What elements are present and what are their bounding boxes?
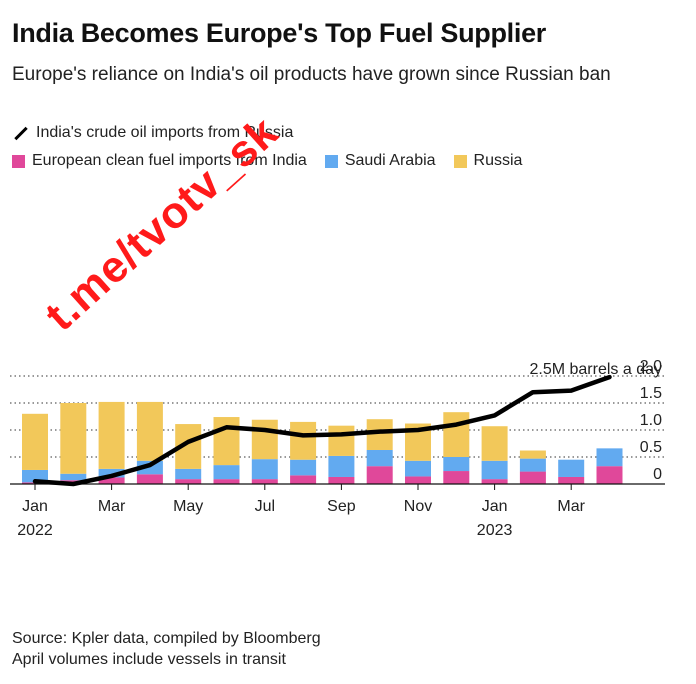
bar-india [251,479,278,484]
bar-russia [251,419,278,460]
legend-label-line: India's crude oil imports from Russia [36,124,294,141]
bar-russia [136,401,163,461]
legend-label-russia: Russia [473,152,523,169]
line-series-india-crude [32,374,612,487]
bar-russia [519,450,546,459]
bar-saudi [22,469,48,483]
bar-saudi [251,459,278,480]
bar-india [519,471,546,484]
bar-russia [60,403,87,474]
bar-russia [481,426,508,461]
y-tick-label: 2.0 [640,358,662,375]
bar-saudi [328,455,355,477]
bar-india [290,475,317,484]
bar-saudi [481,460,508,480]
bar-saudi [136,460,163,475]
bar-saudi [558,459,585,477]
bar-russia [328,425,355,456]
saudi-swatch-icon [324,154,338,168]
bar-russia [98,401,125,469]
x-tick-label: Jan [22,498,48,515]
bar-saudi [366,449,393,467]
bar-india [328,476,355,484]
legend-row-2: European clean fuel imports from India S… [12,152,540,170]
legend-item-line: India's crude oil imports from Russia [12,124,293,142]
y-unit-label: 2.5M barrels a day [529,361,662,378]
legend-item-saudi: Saudi Arabia [324,152,436,170]
source-line-1: Source: Kpler data, compiled by Bloomber… [12,630,321,647]
bar-india [175,479,202,484]
legend-row-1: India's crude oil imports from Russia [12,124,311,142]
bar-india [136,474,163,484]
bar-saudi [519,458,546,472]
y-tick-label: 0.5 [640,439,662,456]
chart-title: India Becomes Europe's Top Fuel Supplier [12,18,547,48]
x-tick-label: May [173,498,203,515]
x-tick-label: Nov [404,498,432,515]
bar-india [443,471,470,484]
bar-saudi [60,473,87,481]
x-tick-label: Jul [255,498,275,515]
legend-label-saudi: Saudi Arabia [344,152,436,169]
y-tick-label: 1.0 [640,412,662,429]
russia-swatch-icon [453,154,467,168]
source-note: Source: Kpler data, compiled by Bloomber… [12,628,321,670]
legend-label-india: European clean fuel imports from India [32,152,307,169]
x-tick-label: Jan [482,498,508,515]
bar-saudi [443,457,470,472]
x-tick-year-label: 2023 [477,522,513,539]
bar-india [596,466,623,484]
bar-saudi [175,468,202,480]
bar-india [405,476,431,484]
bar-saudi [98,468,125,478]
legend-item-india: European clean fuel imports from India [12,152,307,170]
bar-india [481,479,508,484]
chart-subtitle: Europe's reliance on India's oil product… [12,64,611,85]
x-tick-year-label: 2022 [17,522,53,539]
legend-item-russia: Russia [453,152,523,170]
x-tick-label: Mar [98,498,126,515]
bar-saudi [405,460,431,477]
y-tick-label: 1.5 [640,385,662,402]
bar-india [213,479,240,484]
bar-russia [366,419,393,450]
chart-area: 0 0.5 1.0 1.5 2.02.5M barrels a day Jan 2022 Ma… [10,358,665,539]
bar-india [366,466,393,484]
bar-russia [290,421,317,460]
bar-russia [213,417,240,466]
x-tick-label: Sep [327,498,356,515]
bar-india [558,476,585,484]
line-legend-icon [12,125,28,141]
bar-saudi [596,448,623,467]
bar-india [98,477,125,484]
bar-saudi [213,465,240,480]
india-swatch-icon [12,154,25,168]
bar-russia [443,412,470,457]
y-tick-label: 0 [653,466,662,483]
bar-russia [22,413,48,470]
source-line-2: April volumes include vessels in transit [12,651,286,668]
bar-saudi [290,459,317,476]
x-tick-label: Mar [557,498,585,515]
